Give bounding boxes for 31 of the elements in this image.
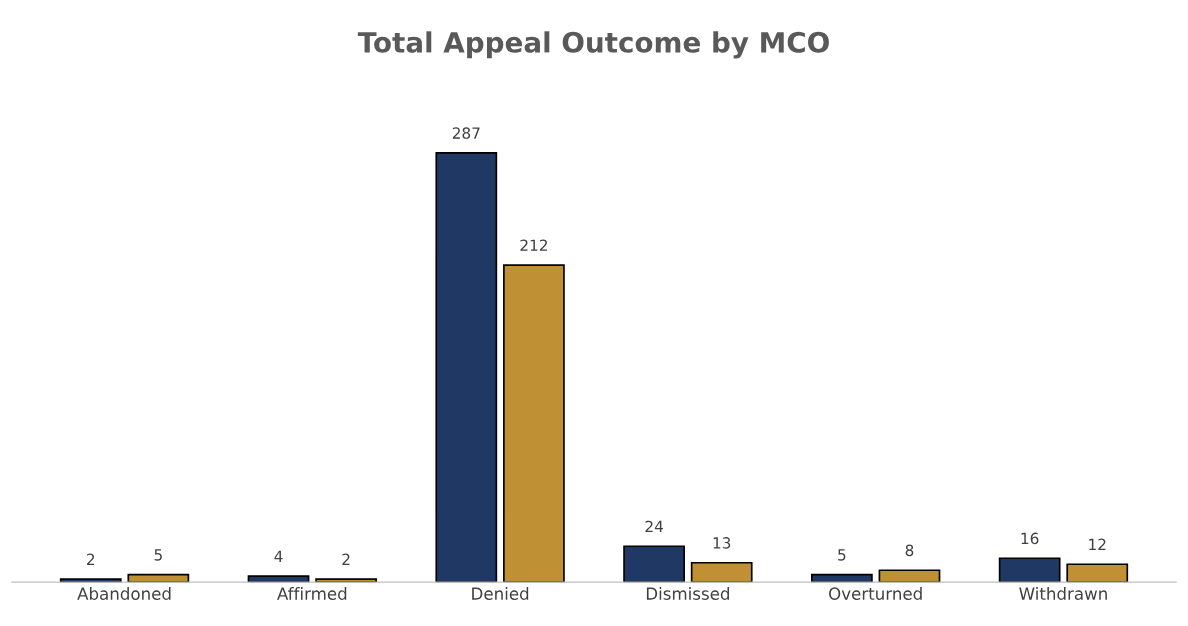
data-label: 5 (154, 549, 162, 561)
bar (623, 545, 685, 583)
bar (247, 575, 310, 583)
x-tick-label: Dismissed (646, 587, 729, 600)
data-label: 2 (87, 553, 95, 565)
bar (998, 557, 1061, 583)
bar (503, 264, 565, 583)
data-label: 8 (905, 544, 914, 557)
data-label: 16 (1021, 532, 1039, 545)
data-label: 212 (520, 239, 547, 251)
data-label: 2 (342, 553, 350, 565)
bar (690, 561, 753, 583)
bar (1066, 563, 1129, 583)
x-tick-label: Withdrawn (1019, 587, 1107, 600)
bar (810, 573, 873, 583)
data-label: 287 (452, 127, 480, 139)
x-tick-label: Affirmed (277, 587, 347, 600)
x-tick-label: Denied (472, 587, 529, 600)
data-label: 12 (1089, 538, 1106, 550)
data-label: 24 (645, 520, 663, 532)
bar (435, 152, 498, 583)
chart-title: Total Appeal Outcome by MCO (357, 31, 829, 59)
data-label: 4 (274, 550, 283, 562)
bar (59, 578, 122, 583)
data-label: 5 (838, 549, 846, 561)
x-tick-label: Abandoned (77, 587, 171, 600)
bar (315, 578, 378, 583)
bar (878, 569, 941, 583)
data-label: 13 (713, 537, 731, 549)
x-tick-label: Overturned (829, 587, 922, 600)
bar (127, 573, 190, 583)
